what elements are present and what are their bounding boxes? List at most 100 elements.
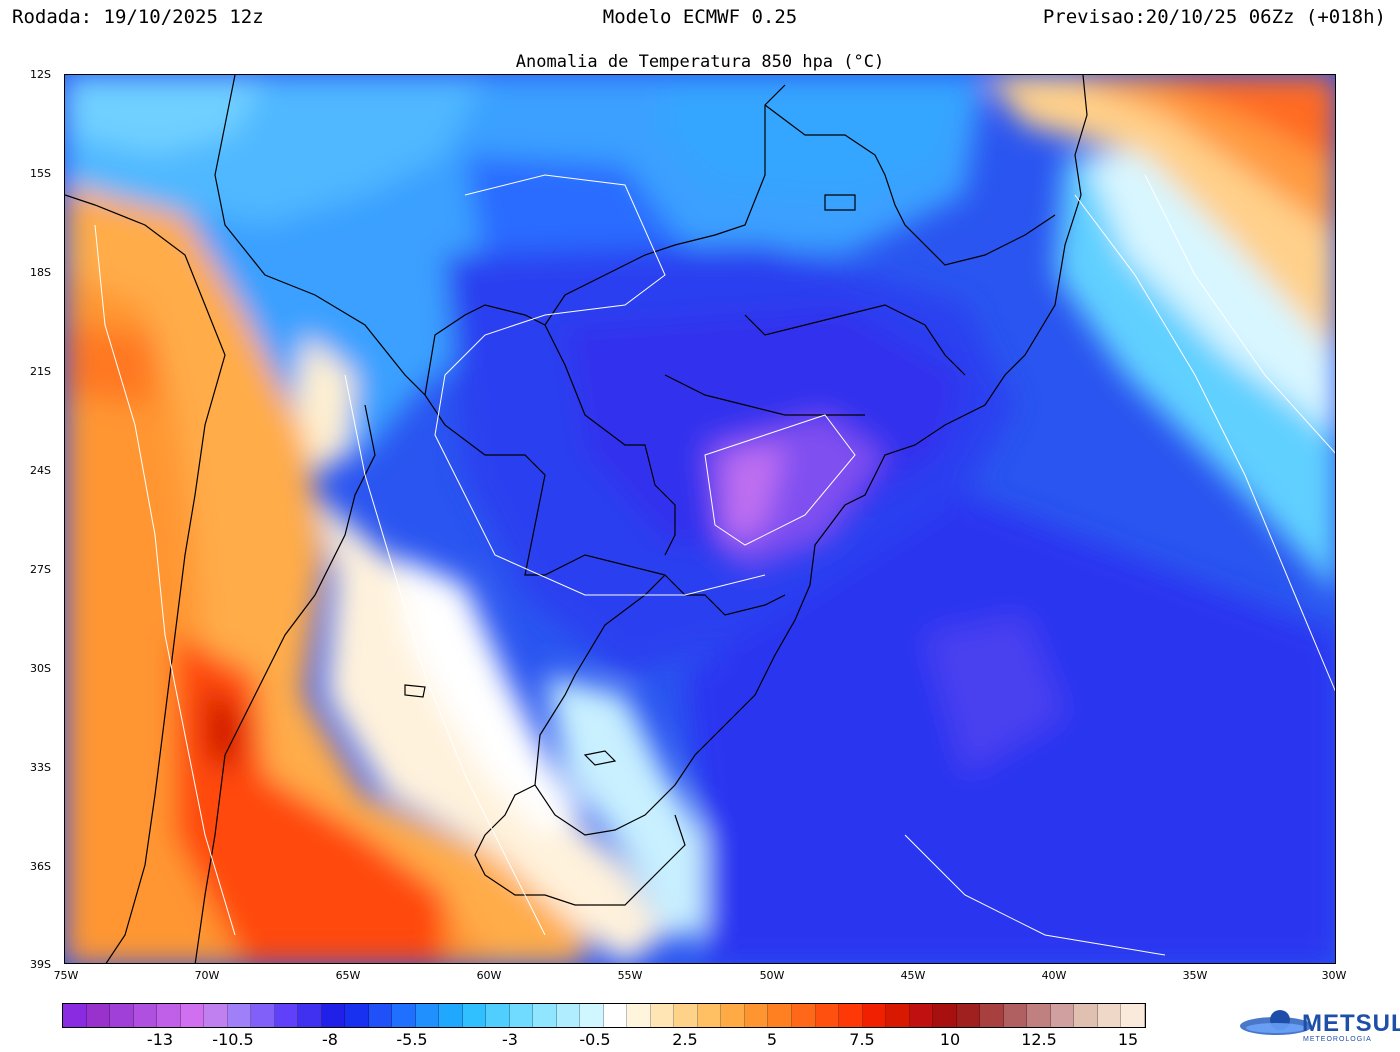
run-time-label: Rodada: 19/10/2025 12z bbox=[12, 6, 264, 28]
forecast-time-label: Previsao:20/10/25 06Zz (+018h) bbox=[1042, 6, 1386, 28]
colorbar-swatch bbox=[697, 1004, 722, 1027]
uruguay-border bbox=[474, 784, 686, 906]
colorbar-swatch bbox=[674, 1004, 698, 1027]
colorbar-swatch bbox=[1027, 1004, 1051, 1027]
colorbar-swatch bbox=[509, 1004, 534, 1027]
colorbar-swatch bbox=[556, 1004, 581, 1027]
colorbar-swatch bbox=[1121, 1004, 1145, 1027]
lat-label: 33S bbox=[30, 761, 51, 774]
colorbar-swatch bbox=[533, 1004, 557, 1027]
colorbar-swatch bbox=[933, 1004, 957, 1027]
brazil-state-border-center bbox=[744, 304, 966, 376]
colorbar-swatch bbox=[1074, 1004, 1098, 1027]
colorbar-swatch bbox=[815, 1004, 840, 1027]
colorbar-swatch bbox=[180, 1004, 205, 1027]
colorbar-swatch bbox=[462, 1004, 487, 1027]
map-title: Anomalia de Temperatura 850 hpa (°C) bbox=[515, 52, 885, 72]
colorbar-swatch bbox=[321, 1004, 346, 1027]
brazil-border-west bbox=[424, 84, 786, 576]
colorbar-swatch bbox=[110, 1004, 134, 1027]
colorbar-swatch bbox=[580, 1004, 604, 1027]
colorbar-swatch bbox=[744, 1004, 769, 1027]
colorbar-swatch bbox=[392, 1004, 416, 1027]
colorbar-swatch bbox=[133, 1004, 158, 1027]
lake-outline bbox=[404, 684, 426, 698]
lat-label: 12S bbox=[30, 68, 51, 81]
lat-label: 21S bbox=[30, 365, 51, 378]
lat-label: 39S bbox=[30, 958, 51, 971]
lon-label: 40W bbox=[1041, 969, 1067, 982]
colorbar-swatch bbox=[157, 1004, 181, 1027]
model-label: Modelo ECMWF 0.25 bbox=[602, 6, 798, 28]
colorbar-swatch bbox=[650, 1004, 675, 1027]
colorbar-label: -3 bbox=[502, 1030, 518, 1049]
colorbar-label: 5 bbox=[766, 1030, 778, 1049]
colorbar-swatch bbox=[86, 1004, 111, 1027]
lon-label: 30W bbox=[1321, 969, 1347, 982]
colorbar-swatch bbox=[63, 1004, 87, 1027]
lat-label: 30S bbox=[30, 662, 51, 675]
colorbar-label: -8 bbox=[322, 1030, 338, 1049]
temperature-anomaly-map bbox=[64, 74, 1336, 964]
colorbar-swatch bbox=[768, 1004, 792, 1027]
colorbar-swatch bbox=[791, 1004, 816, 1027]
andes-border bbox=[194, 404, 376, 963]
colorbar-label: -5.5 bbox=[396, 1030, 428, 1049]
argentina-brazil-border bbox=[664, 574, 786, 616]
brazil-state-border-north bbox=[764, 104, 1056, 266]
colorbar-label: 15 bbox=[1117, 1030, 1139, 1049]
brazil-state-border-south bbox=[664, 374, 865, 416]
map-canvas bbox=[65, 75, 1335, 963]
colorbar-swatch bbox=[204, 1004, 228, 1027]
lon-label: 45W bbox=[900, 969, 926, 982]
lon-label: 70W bbox=[194, 969, 220, 982]
paraguay-border bbox=[544, 324, 676, 556]
colorbar-swatch bbox=[721, 1004, 745, 1027]
colorbar-swatch bbox=[603, 1004, 628, 1027]
colorbar-swatch bbox=[839, 1004, 863, 1027]
lat-label: 36S bbox=[30, 860, 51, 873]
colorbar-label: -13 bbox=[146, 1030, 174, 1049]
colorbar-label: 12.5 bbox=[1021, 1030, 1057, 1049]
contour-lines bbox=[94, 174, 1335, 956]
colorbar-swatch bbox=[368, 1004, 393, 1027]
lon-label: 60W bbox=[476, 969, 502, 982]
colorbar-swatch bbox=[415, 1004, 440, 1027]
colorbar-label: -0.5 bbox=[579, 1030, 611, 1049]
colorbar-swatch bbox=[886, 1004, 910, 1027]
colorbar-swatch bbox=[345, 1004, 369, 1027]
lat-label: 27S bbox=[30, 563, 51, 576]
lat-label: 18S bbox=[30, 266, 51, 279]
logo-subtitle: METEOROLOGIA bbox=[1303, 1036, 1372, 1043]
colorbar-swatch bbox=[486, 1004, 510, 1027]
colorbar-label: 2.5 bbox=[672, 1030, 698, 1049]
lon-label: 75W bbox=[53, 969, 79, 982]
colorbar-swatch bbox=[227, 1004, 252, 1027]
colorbar-swatch bbox=[956, 1004, 981, 1027]
colorbar-swatch bbox=[1097, 1004, 1122, 1027]
lon-label: 65W bbox=[335, 969, 361, 982]
colorbar-label: 10 bbox=[939, 1030, 961, 1049]
lat-label: 15S bbox=[30, 167, 51, 180]
atlantic-coastline bbox=[534, 75, 1088, 836]
colorbar-swatch bbox=[251, 1004, 275, 1027]
chile-coastline bbox=[65, 194, 226, 963]
lat-label: 24S bbox=[30, 464, 51, 477]
colorbar-swatch bbox=[1050, 1004, 1075, 1027]
lagoon-outline bbox=[583, 750, 617, 766]
colorbar-swatch bbox=[909, 1004, 934, 1027]
federal-district bbox=[824, 194, 856, 211]
lon-label: 55W bbox=[617, 969, 643, 982]
colorbar bbox=[62, 1003, 1146, 1028]
colorbar-swatch bbox=[1003, 1004, 1028, 1027]
colorbar-swatch bbox=[439, 1004, 463, 1027]
colorbar-swatch bbox=[627, 1004, 651, 1027]
logo-name: METSUL bbox=[1302, 1010, 1400, 1037]
lon-label: 35W bbox=[1182, 969, 1208, 982]
colorbar-label: -10.5 bbox=[212, 1030, 254, 1049]
colorbar-label: 7.5 bbox=[849, 1030, 875, 1049]
colorbar-swatch bbox=[274, 1004, 299, 1027]
colorbar-swatch bbox=[980, 1004, 1004, 1027]
colorbar-swatch bbox=[298, 1004, 322, 1027]
country-borders bbox=[65, 75, 1088, 963]
